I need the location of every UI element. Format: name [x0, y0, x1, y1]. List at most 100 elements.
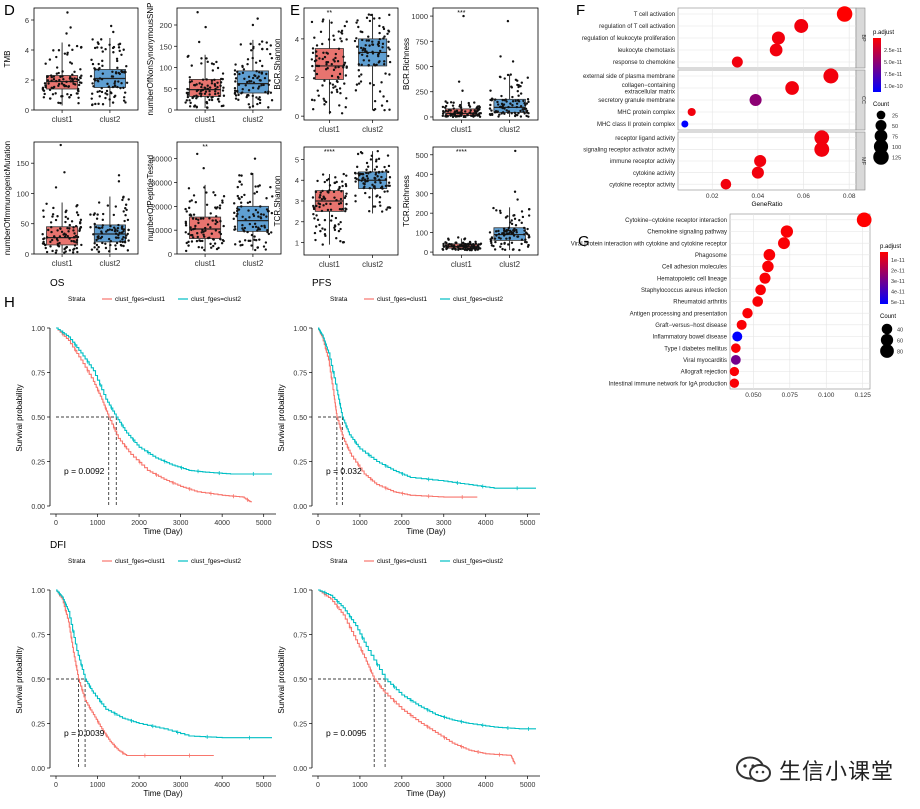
data-point	[314, 238, 317, 242]
data-point	[206, 87, 210, 91]
data-point	[238, 180, 242, 184]
data-point	[372, 185, 376, 188]
data-point	[334, 52, 338, 56]
data-point	[197, 245, 200, 249]
legend-label-clust1: clust_fges=clust1	[115, 296, 165, 303]
survival-curve-clust2	[318, 327, 536, 489]
x-tick-label: 0	[54, 782, 58, 789]
data-point	[101, 50, 104, 53]
data-point	[375, 158, 378, 161]
term-dot	[731, 56, 743, 68]
data-point	[200, 92, 203, 96]
data-point	[95, 248, 99, 251]
data-point	[76, 87, 80, 91]
data-point	[122, 236, 125, 239]
data-point	[51, 213, 55, 216]
data-point	[119, 86, 122, 90]
data-point	[114, 244, 117, 247]
data-point	[123, 240, 127, 243]
data-point	[206, 95, 210, 99]
data-point	[210, 98, 214, 102]
data-point	[378, 31, 381, 35]
y-tick-label: 0.00	[293, 766, 307, 773]
data-point	[260, 84, 263, 87]
y-axis-label: Survival probability	[277, 646, 286, 713]
data-point	[316, 218, 320, 222]
data-point	[375, 165, 378, 169]
data-point	[261, 64, 264, 68]
data-point	[236, 194, 239, 198]
data-point	[118, 231, 121, 234]
data-point	[185, 241, 188, 245]
data-point	[55, 72, 59, 75]
data-point	[256, 211, 260, 214]
data-point	[73, 240, 76, 243]
data-point	[354, 176, 357, 180]
data-point	[522, 226, 526, 230]
term-dot	[785, 81, 799, 95]
size-legend-dot	[881, 323, 893, 335]
x-tick-label: 2000	[131, 782, 147, 789]
legend-title: Strata	[330, 296, 348, 303]
y-tick-label: 1.00	[31, 326, 45, 333]
data-point	[318, 203, 322, 206]
data-point	[368, 19, 372, 23]
data-point	[49, 240, 52, 244]
data-point	[75, 205, 78, 208]
outlier-point	[109, 24, 113, 28]
data-point	[340, 208, 343, 211]
data-point	[313, 99, 316, 102]
data-point	[221, 89, 225, 92]
data-point	[98, 226, 101, 230]
km-dss: DSS Strata clust_fges=clust1 clust_fges=clu…	[277, 540, 540, 798]
data-point	[96, 213, 99, 216]
data-point	[63, 251, 66, 254]
data-point	[332, 34, 335, 37]
data-point	[196, 232, 199, 235]
data-point	[205, 203, 209, 206]
data-point	[124, 236, 127, 240]
data-point	[208, 98, 211, 102]
y-tick-label: 0	[168, 106, 172, 115]
data-point	[333, 196, 336, 199]
data-point	[321, 57, 324, 61]
data-point	[216, 220, 219, 224]
legend-title-size: Count	[880, 314, 896, 320]
data-point	[378, 90, 382, 93]
data-point	[318, 196, 321, 199]
data-point	[211, 69, 215, 72]
y-tick-label: 1.00	[293, 326, 307, 333]
data-point	[353, 171, 357, 175]
data-point	[507, 243, 510, 246]
data-point	[206, 60, 209, 64]
data-point	[508, 237, 511, 240]
data-point	[457, 247, 461, 250]
y-tick-label: 2	[295, 74, 299, 83]
data-point	[378, 37, 382, 41]
x-tick-label: 0.04	[752, 193, 765, 200]
data-point	[253, 235, 256, 238]
y-tick-label: 0.75	[31, 633, 45, 640]
data-point	[59, 75, 62, 78]
data-point	[515, 105, 519, 109]
term-label: Phagosome	[695, 253, 728, 259]
data-point	[251, 86, 255, 90]
data-point	[329, 219, 333, 222]
data-point	[319, 193, 322, 197]
data-point	[333, 181, 336, 185]
data-point	[105, 230, 108, 233]
data-point	[111, 101, 115, 104]
data-point	[494, 98, 497, 101]
data-point	[62, 83, 65, 87]
data-point	[495, 209, 498, 212]
legend-label-clust1: clust_fges=clust1	[115, 558, 165, 565]
data-point	[55, 55, 58, 59]
data-point	[73, 232, 76, 235]
data-point	[234, 77, 238, 80]
x-tick-label: 5000	[520, 520, 536, 527]
data-point	[251, 104, 255, 108]
data-point	[215, 247, 219, 251]
data-point	[194, 224, 197, 228]
data-point	[344, 184, 348, 188]
data-point	[519, 105, 523, 108]
